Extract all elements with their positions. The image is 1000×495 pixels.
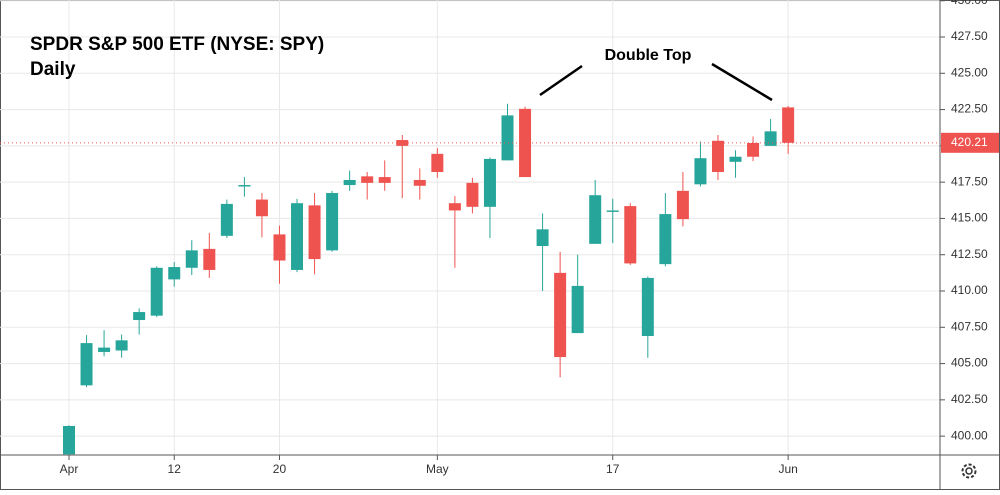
- y-tick-label: 407.50: [951, 319, 988, 333]
- candle-body: [659, 214, 672, 265]
- candle-body: [326, 193, 339, 251]
- x-tick-label: 20: [273, 462, 287, 476]
- candle-body: [185, 250, 198, 268]
- candle-body: [396, 140, 409, 146]
- candle-body: [782, 107, 795, 143]
- candle-body: [115, 340, 128, 351]
- candle-body: [519, 108, 532, 178]
- candle-body: [413, 179, 426, 186]
- candle-body: [63, 425, 75, 455]
- annotation-line: [539, 64, 583, 97]
- y-tick-label: 417.50: [951, 174, 988, 188]
- last-price-tag: [941, 132, 999, 153]
- candle-body: [729, 156, 742, 162]
- chart-subtitle: Daily: [30, 59, 76, 80]
- chart-title: SPDR S&P 500 ETF (NYSE: SPY): [30, 34, 324, 55]
- candle-body: [238, 185, 251, 187]
- x-tick-label: 12: [168, 462, 182, 476]
- candle-body: [431, 153, 444, 172]
- y-tick-label: 425.00: [951, 65, 988, 79]
- candle-body: [255, 199, 268, 217]
- y-tick-label: 410.00: [951, 283, 988, 297]
- candle-body: [676, 190, 689, 220]
- candle-body: [483, 158, 496, 207]
- candle-body: [571, 285, 584, 334]
- candle-body: [466, 182, 479, 207]
- y-tick-label: 412.50: [951, 247, 988, 261]
- candle-body: [378, 177, 391, 183]
- last-price-label: 420.21: [951, 135, 988, 149]
- y-tick-label: 400.00: [951, 428, 988, 442]
- candle-body: [150, 267, 163, 316]
- candle-body: [133, 312, 146, 321]
- x-tick-label: May: [426, 462, 449, 476]
- candle-body: [606, 210, 619, 212]
- y-tick-label: 430.00: [951, 0, 988, 7]
- candle-body: [220, 203, 233, 236]
- x-tick-label: Jun: [778, 462, 797, 476]
- candle-body: [273, 234, 286, 261]
- settings-icon[interactable]: [961, 463, 977, 479]
- candle-body: [308, 205, 321, 260]
- candle-body: [641, 277, 654, 336]
- candle-body: [747, 142, 760, 157]
- candle-body: [343, 179, 356, 186]
- candle-body: [168, 267, 181, 280]
- candle-body: [291, 203, 304, 270]
- candle-body: [711, 140, 724, 172]
- x-tick-label: Apr: [60, 462, 79, 476]
- candle-body: [624, 206, 637, 264]
- candle-body: [554, 272, 567, 358]
- y-tick-label: 422.50: [951, 102, 988, 116]
- candle-body: [501, 115, 514, 161]
- candle-body: [203, 248, 216, 270]
- annotation: Double Top: [605, 47, 692, 64]
- x-tick-label: 17: [606, 462, 620, 476]
- y-tick-label: 402.50: [951, 392, 988, 406]
- y-tick-label: 405.00: [951, 356, 988, 370]
- candle-body: [694, 158, 707, 185]
- plot: 400.00 402.50 405.00 407.50 410.00 412.50 415.…: [0, 0, 999, 476]
- y-tick-label: 427.50: [951, 29, 988, 43]
- candle-body: [98, 347, 111, 352]
- candle-body: [448, 203, 461, 211]
- candle-body: [589, 195, 602, 244]
- annotation-line: [711, 62, 773, 102]
- candle-body: [361, 176, 374, 183]
- y-tick-label: 415.00: [951, 211, 988, 225]
- candle-body: [764, 131, 777, 146]
- candle-body: [80, 343, 93, 386]
- candle-body: [536, 229, 549, 247]
